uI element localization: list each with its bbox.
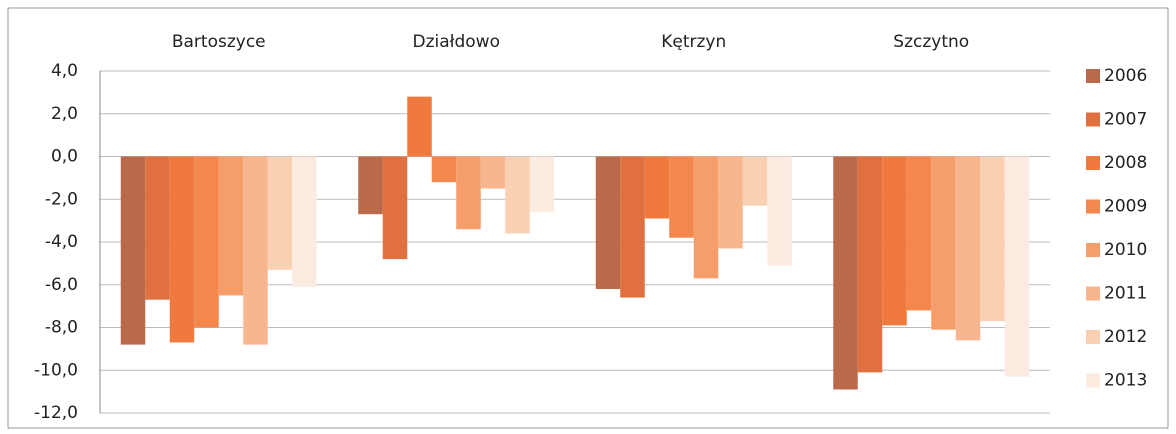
y-tick-label: -4,0 — [45, 232, 78, 252]
legend-swatch — [1086, 69, 1100, 83]
bar — [120, 156, 146, 345]
y-tick-label: 0,0 — [51, 147, 78, 167]
bar — [906, 156, 932, 311]
bar — [595, 156, 621, 290]
y-tick-label: -6,0 — [45, 275, 78, 295]
legend-swatch — [1086, 199, 1100, 214]
bar — [407, 96, 432, 157]
bar — [292, 156, 317, 287]
bar — [267, 156, 293, 270]
bar — [218, 156, 244, 296]
bar — [194, 156, 219, 328]
y-tick-label: 4,0 — [51, 61, 78, 81]
category-label: Działdowo — [413, 32, 500, 52]
bar — [644, 156, 670, 219]
bar — [456, 156, 481, 230]
legend-swatch — [1086, 373, 1100, 388]
legend-label: 2013 — [1104, 371, 1147, 391]
bar — [767, 156, 792, 266]
y-tick-label: -12,0 — [34, 403, 78, 423]
bar — [669, 156, 694, 238]
bar — [882, 156, 907, 326]
legend-label: 2011 — [1104, 284, 1147, 304]
y-tick-label: -10,0 — [34, 360, 78, 380]
legend-swatch — [1086, 286, 1100, 301]
legend-label: 2006 — [1104, 66, 1147, 86]
bar — [169, 156, 195, 343]
bar — [529, 156, 555, 213]
y-tick-label: 2,0 — [51, 104, 78, 124]
legend-swatch — [1086, 112, 1100, 127]
bar — [480, 156, 506, 189]
category-label: Bartoszyce — [172, 32, 266, 52]
legend-label: 2009 — [1104, 197, 1147, 217]
category-label: Kętrzyn — [661, 32, 726, 52]
bar — [693, 156, 719, 279]
bar — [955, 156, 981, 341]
legend-label: 2007 — [1104, 110, 1147, 130]
category-label: Szczytno — [893, 32, 969, 52]
bar — [980, 156, 1005, 322]
bar — [620, 156, 645, 298]
legend-label: 2008 — [1104, 153, 1147, 173]
legend-label: 2010 — [1104, 240, 1147, 260]
bar — [1004, 156, 1030, 377]
bar — [718, 156, 743, 249]
bar — [243, 156, 268, 345]
bar — [833, 156, 858, 390]
y-tick-label: -2,0 — [45, 189, 78, 209]
bar — [505, 156, 530, 234]
bar — [358, 156, 383, 215]
bar — [382, 156, 408, 260]
bar — [931, 156, 956, 330]
legend-swatch — [1086, 330, 1100, 344]
bar — [742, 156, 768, 206]
legend-swatch — [1086, 156, 1100, 170]
bar — [431, 156, 457, 183]
bar — [857, 156, 883, 373]
legend-swatch — [1086, 243, 1100, 257]
bar — [145, 156, 170, 300]
chart-border — [7, 7, 1169, 429]
y-tick-label: -8,0 — [45, 318, 78, 338]
legend-label: 2012 — [1104, 327, 1147, 347]
